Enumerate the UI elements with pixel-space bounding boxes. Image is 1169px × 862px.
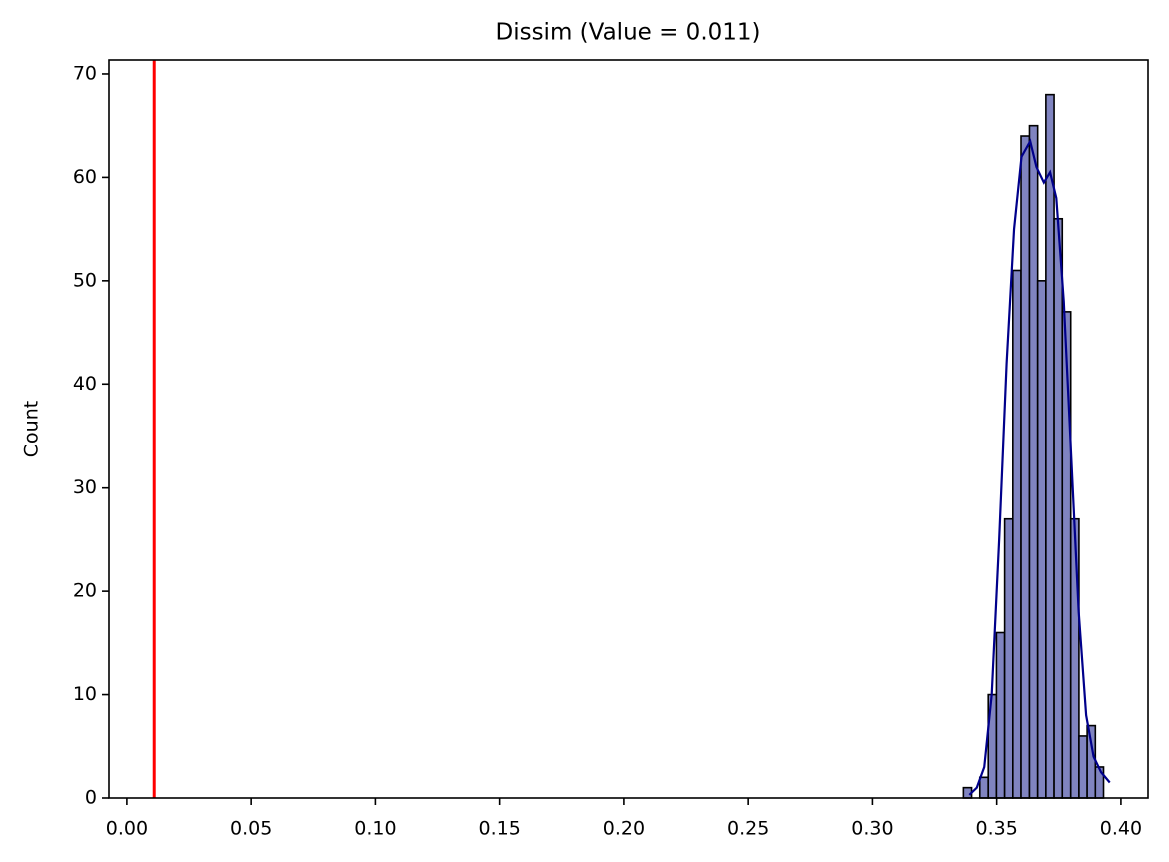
x-tick-label: 0.40 [1100, 818, 1142, 840]
y-tick-label: 40 [73, 373, 97, 395]
bar [1045, 93, 1055, 799]
bar [978, 776, 990, 799]
chart-title: Dissim (Value = 0.011) [495, 20, 760, 46]
x-tick-label: 0.05 [230, 818, 272, 840]
x-tick-label: 0.30 [851, 818, 893, 840]
y-tick-label: 30 [73, 476, 97, 498]
bar [1053, 217, 1064, 799]
bar [1078, 735, 1088, 799]
kde-line [968, 138, 1111, 796]
bar [1069, 517, 1080, 799]
x-tick-label: 0.00 [106, 818, 148, 840]
y-tick-label: 10 [73, 683, 97, 705]
y-axis-label: Count [21, 401, 43, 457]
plot-frame [108, 59, 1149, 799]
x-tick-label: 0.10 [354, 818, 396, 840]
bar [1028, 124, 1039, 799]
bar [1003, 517, 1014, 799]
y-tick-label: 0 [85, 787, 97, 809]
x-tick-label: 0.15 [478, 818, 520, 840]
bar [1086, 724, 1097, 799]
y-tick-label: 20 [73, 580, 97, 602]
bar [1012, 269, 1022, 799]
bar [1036, 280, 1047, 799]
bar [1020, 135, 1031, 799]
y-tick-label: 60 [73, 166, 97, 188]
y-tick-label: 70 [73, 62, 97, 84]
y-tick-label: 50 [73, 269, 97, 291]
bar [1061, 311, 1072, 799]
x-tick-label: 0.20 [603, 818, 645, 840]
bar [1094, 766, 1105, 799]
x-tick-label: 0.25 [727, 818, 769, 840]
x-tick-label: 0.35 [976, 818, 1018, 840]
bar [995, 631, 1006, 799]
